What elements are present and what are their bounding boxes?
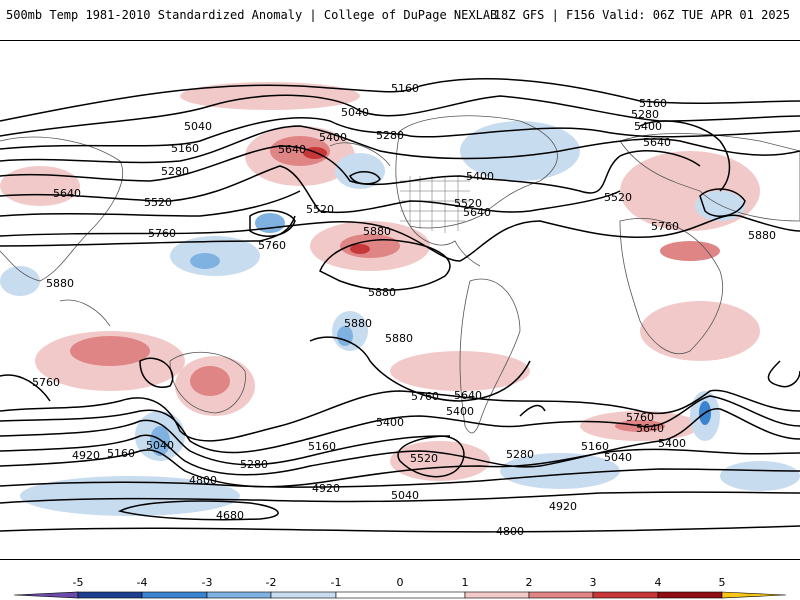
colorbar-seg	[141, 591, 208, 599]
colorbar-seg	[657, 591, 723, 599]
contour-label: 5880	[748, 229, 776, 242]
contour-label: 5760	[32, 376, 60, 389]
contour-label: 5520	[454, 197, 482, 210]
contour-label: 5400	[634, 120, 662, 133]
header: 500mb Temp 1981-2010 Standardized Anomal…	[0, 0, 800, 30]
contour-label: 5520	[410, 452, 438, 465]
contour-label: 5880	[344, 317, 372, 330]
map-title: 500mb Temp 1981-2010 Standardized Anomal…	[6, 8, 498, 22]
colorbar-seg-above-max	[721, 591, 787, 599]
contour-label: 5280	[161, 165, 189, 178]
contour-label: 5640	[454, 389, 482, 402]
colorbar-tick: 0	[396, 576, 404, 589]
contour-label: 5640	[278, 143, 306, 156]
contour-label: 5040	[391, 489, 419, 502]
contour-label: 5160	[171, 142, 199, 155]
contour-label: 5040	[184, 120, 212, 133]
contour-label: 5640	[636, 422, 664, 435]
contour-label: 5880	[363, 225, 391, 238]
contour-label: 5520	[306, 203, 334, 216]
colorbar-tick: -2	[265, 576, 277, 589]
anomaly-map: 5160 5040 5160 5280 5400 5640 5040 5160 …	[0, 40, 800, 560]
colorbar-seg	[335, 591, 466, 599]
colorbar-segments	[13, 591, 787, 599]
contour-label: 5040	[146, 439, 174, 452]
contour-label: 5040	[341, 106, 369, 119]
contour-label: 5160	[107, 447, 135, 460]
colorbar-tick: -1	[330, 576, 342, 589]
contour-label: 5400	[319, 131, 347, 144]
colorbar-tick: 3	[589, 576, 597, 589]
contour-label: 5880	[368, 286, 396, 299]
contour-label: 4920	[549, 500, 577, 513]
contour-label: 5520	[144, 196, 172, 209]
contour-label: 5280	[240, 458, 268, 471]
contour-label: 5880	[385, 332, 413, 345]
contour-label: 5040	[604, 451, 632, 464]
contour-label: 5280	[376, 129, 404, 142]
colorbar-seg	[528, 591, 594, 599]
contour-label: 5400	[446, 405, 474, 418]
contour-labels: 5160 5040 5160 5280 5400 5640 5040 5160 …	[32, 82, 776, 538]
colorbar-seg	[592, 591, 659, 599]
contour-label: 5640	[643, 136, 671, 149]
contour-label: 4920	[312, 482, 340, 495]
contour-label: 5520	[604, 191, 632, 204]
colorbar-tick: -4	[136, 576, 148, 589]
map-canvas: 5160 5040 5160 5280 5400 5640 5040 5160 …	[0, 78, 800, 538]
contour-label: 5760	[626, 411, 654, 424]
height-contours	[0, 78, 800, 533]
colorbar-tick: 5	[718, 576, 726, 589]
colorbar-seg	[77, 591, 143, 599]
colorbar: -5 -4 -3 -2 -1 0 1 2 3 4 5	[0, 564, 800, 600]
contour-label: 5760	[651, 220, 679, 233]
contour-label: 5400	[658, 437, 686, 450]
contour-label: 4680	[216, 509, 244, 522]
coastlines	[0, 115, 800, 434]
run-info: 18Z GFS | F156 Valid: 06Z TUE APR 01 202…	[493, 8, 790, 22]
colorbar-tick: -3	[201, 576, 213, 589]
contour-label: 5160	[391, 82, 419, 95]
colorbar-seg-below-min	[13, 591, 79, 599]
contour-label: 5640	[53, 187, 81, 200]
colorbar-tick: 2	[525, 576, 533, 589]
contour-label: 5760	[411, 390, 439, 403]
contour-label: 5760	[148, 227, 176, 240]
contour-label: 5400	[376, 416, 404, 429]
colorbar-seg	[464, 591, 530, 599]
contour-label: 5280	[506, 448, 534, 461]
contour-label: 4800	[496, 525, 524, 538]
colorbar-graphic	[13, 591, 787, 599]
colorbar-seg	[206, 591, 272, 599]
contour-label: 5160	[308, 440, 336, 453]
contour-label: 5640	[463, 206, 491, 219]
contour-label: 5280	[631, 108, 659, 121]
contour-label: 5160	[581, 440, 609, 453]
colorbar-seg	[270, 591, 337, 599]
contour-label: 5160	[639, 97, 667, 110]
contour-label: 5760	[258, 239, 286, 252]
contour-label: 4920	[72, 449, 100, 462]
contour-label: 4800	[189, 474, 217, 487]
colorbar-tick: 4	[654, 576, 662, 589]
colorbar-tick: -5	[72, 576, 84, 589]
colorbar-tick: 1	[461, 576, 469, 589]
contour-label: 5400	[466, 170, 494, 183]
contour-label: 5880	[46, 277, 74, 290]
